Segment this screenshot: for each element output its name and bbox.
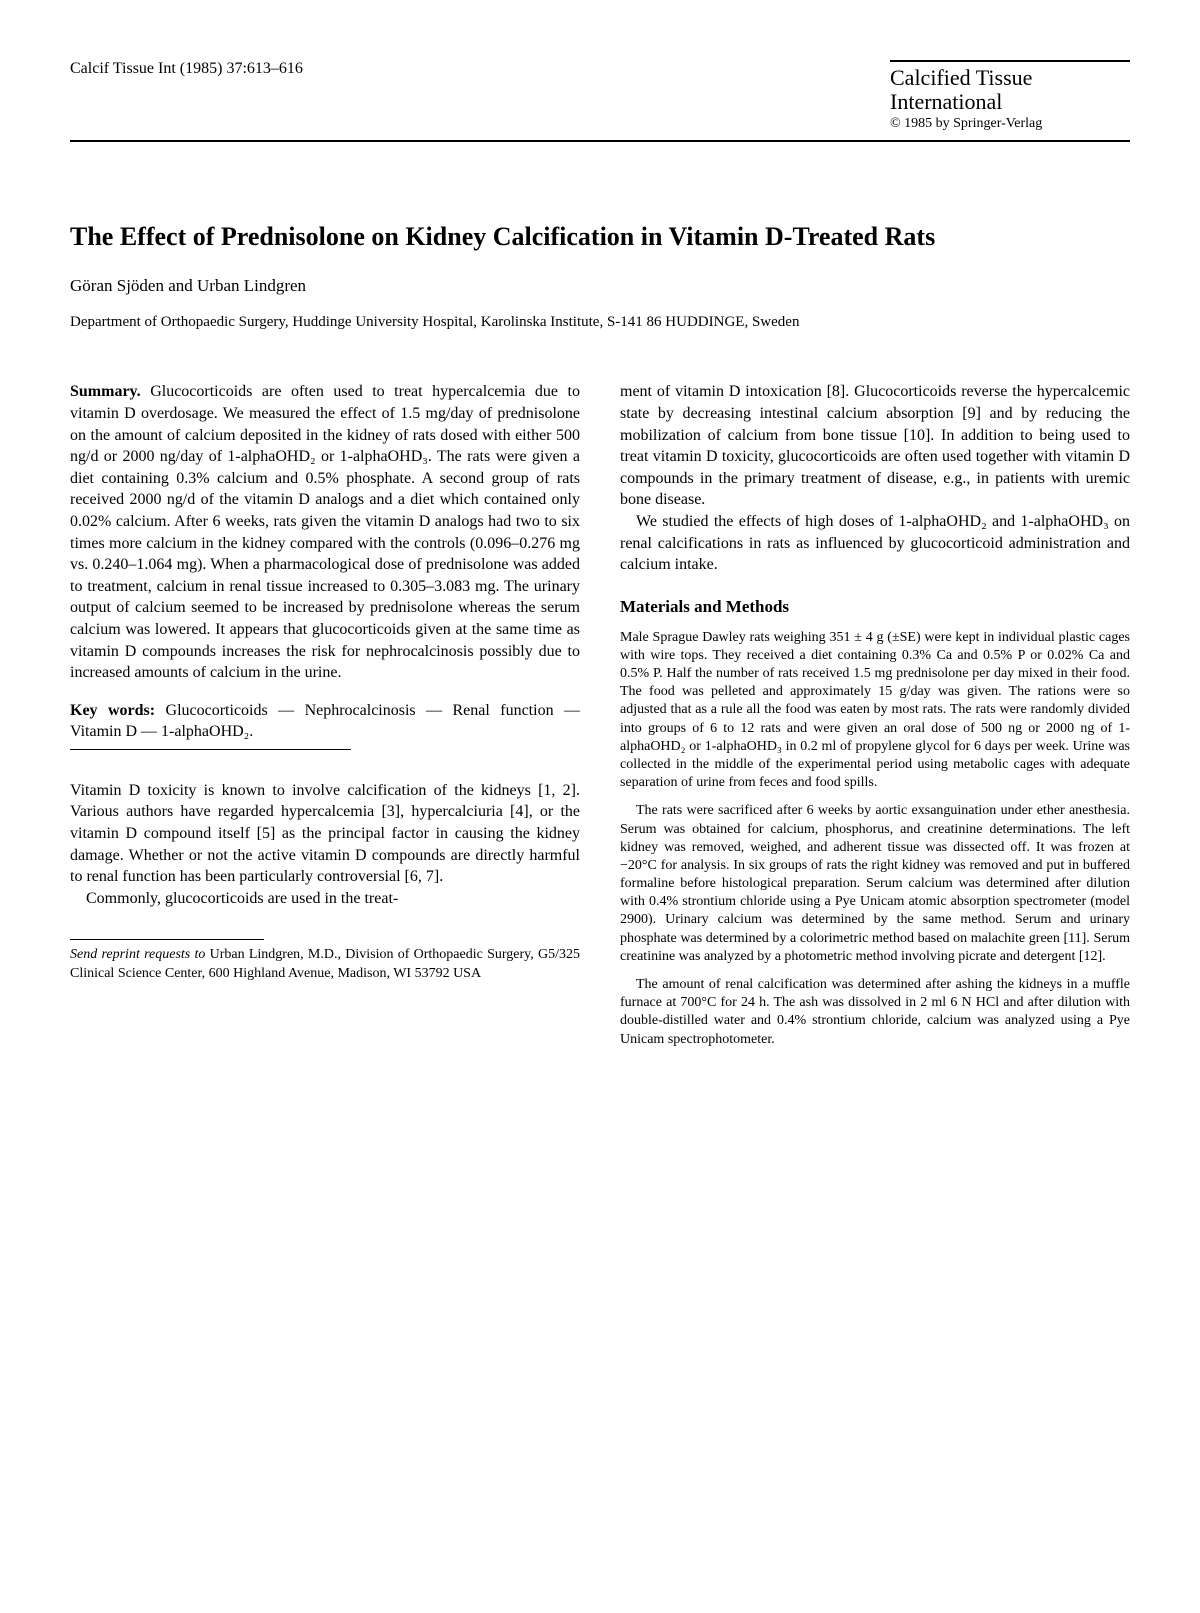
article-title: The Effect of Prednisolone on Kidney Cal… — [70, 222, 1130, 252]
intro-para3: We studied the effects of high doses of … — [620, 511, 1130, 576]
journal-name-line2: International — [890, 90, 1130, 114]
methods-body: Male Sprague Dawley rats weighing 351 ± … — [620, 629, 1130, 1049]
summary-paragraph: Summary. Glucocorticoids are often used … — [70, 381, 580, 683]
footnote-label: Send reprint requests to — [70, 947, 210, 962]
methods-para1: Male Sprague Dawley rats weighing 351 ± … — [620, 629, 1130, 793]
journal-name-line1: Calcified Tissue — [890, 66, 1130, 90]
methods-para2: The rats were sacrificed after 6 weeks b… — [620, 802, 1130, 966]
citation: Calcif Tissue Int (1985) 37:613–616 — [70, 60, 303, 78]
authors: Göran Sjöden and Urban Lindgren — [70, 276, 1130, 296]
intro-para2-cont: ment of vitamin D intoxication [8]. Gluc… — [620, 381, 1130, 511]
left-column: Summary. Glucocorticoids are often used … — [70, 381, 580, 1058]
abstract-rule — [70, 749, 351, 750]
right-column: ment of vitamin D intoxication [8]. Gluc… — [620, 381, 1130, 1058]
affiliation: Department of Orthopaedic Surgery, Huddi… — [70, 314, 1130, 331]
intro-para1: Vitamin D toxicity is known to involve c… — [70, 780, 580, 888]
footnote-rule — [70, 939, 264, 940]
summary-label: Summary. — [70, 383, 141, 400]
copyright: © 1985 by Springer-Verlag — [890, 116, 1130, 132]
header-rule — [70, 140, 1130, 142]
two-column-layout: Summary. Glucocorticoids are often used … — [70, 381, 1130, 1058]
intro-para2: Commonly, glucocorticoids are used in th… — [70, 888, 580, 910]
keywords-label: Key words: — [70, 702, 155, 719]
page-header: Calcif Tissue Int (1985) 37:613–616 Calc… — [70, 60, 1130, 132]
summary-text: Glucocorticoids are often used to treat … — [70, 383, 580, 681]
journal-block: Calcified Tissue International © 1985 by… — [890, 60, 1130, 132]
methods-heading: Materials and Methods — [620, 596, 1130, 619]
keywords-paragraph: Key words: Glucocorticoids — Nephrocalci… — [70, 700, 580, 743]
footnote: Send reprint requests to Urban Lindgren,… — [70, 946, 580, 982]
methods-para3: The amount of renal calcification was de… — [620, 976, 1130, 1049]
